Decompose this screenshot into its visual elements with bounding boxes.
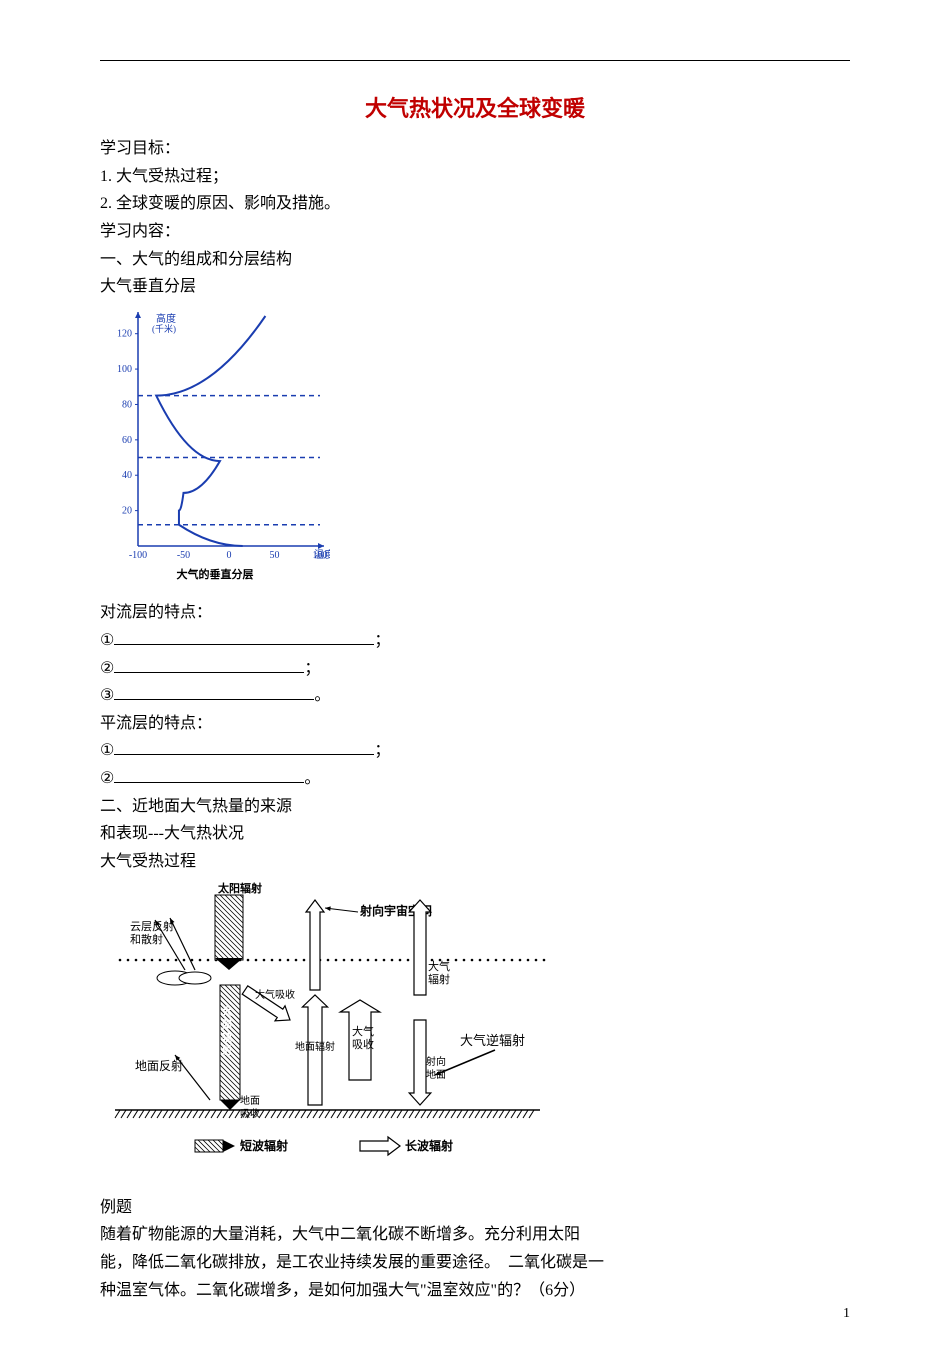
svg-text:100: 100 xyxy=(117,364,132,375)
section-2a: 二、近地面大气热量的来源 xyxy=(100,794,850,820)
svg-text:50: 50 xyxy=(270,550,280,561)
svg-text:120: 120 xyxy=(117,328,132,339)
svg-text:60: 60 xyxy=(122,435,132,446)
svg-text:吸收: 吸收 xyxy=(352,1037,374,1051)
svg-text:80: 80 xyxy=(122,399,132,410)
tropo-blank-3: ③。 xyxy=(100,683,850,709)
svg-text:短波辐射: 短波辐射 xyxy=(240,1138,288,1153)
top-rule xyxy=(100,60,850,61)
example-p3: 种温室气体。二氧化碳增多，是如何加强大气"温室效应"的？（6分） xyxy=(100,1278,850,1304)
svg-text:吸收: 吸收 xyxy=(240,1107,260,1120)
svg-text:大气的垂直分层: 大气的垂直分层 xyxy=(177,567,254,581)
svg-text:大气: 大气 xyxy=(352,1024,374,1038)
page-number: 1 xyxy=(843,1303,850,1325)
svg-text:辐射: 辐射 xyxy=(428,972,450,986)
tropo-blank-1: ①； xyxy=(100,628,850,654)
svg-text:-50: -50 xyxy=(177,550,190,561)
svg-text:地面反射: 地面反射 xyxy=(135,1058,183,1073)
svg-text:射: 射 xyxy=(221,1044,232,1057)
example-p1: 随着矿物能源的大量消耗，大气中二氧化碳不断增多。充分利用太阳 xyxy=(100,1222,850,1248)
svg-text:云层反射: 云层反射 xyxy=(130,919,174,933)
example-p2: 能，降低二氧化碳排放，是工农业持续发展的重要途径。 二氧化碳是一 xyxy=(100,1250,850,1276)
goals-label: 学习目标： xyxy=(100,136,850,162)
period-1: 。 xyxy=(314,687,330,704)
troposphere-label: 对流层的特点： xyxy=(100,600,850,626)
svg-text:辐: 辐 xyxy=(222,1031,232,1044)
strato-blank-1: ①； xyxy=(100,738,850,764)
svg-text:太: 太 xyxy=(221,1005,233,1018)
circled-3: ③ xyxy=(100,687,114,704)
tropo-blank-2: ②； xyxy=(100,656,850,682)
semicolon-1: ； xyxy=(374,632,390,649)
svg-text:(千米): (千米) xyxy=(152,323,176,334)
atmosphere-layer-chart: 20406080100120-100-50050100高度(千米)温度(℃)大气… xyxy=(100,306,850,595)
section-1-heading: 一、大气的组成和分层结构 xyxy=(100,247,850,273)
period-2: 。 xyxy=(304,770,320,787)
svg-text:大气吸收: 大气吸收 xyxy=(255,988,295,1001)
svg-text:地面: 地面 xyxy=(240,1094,260,1107)
circled-1: ① xyxy=(100,632,114,649)
svg-text:-100: -100 xyxy=(129,550,147,561)
example-label: 例题 xyxy=(100,1195,850,1221)
svg-text:大气逆辐射: 大气逆辐射 xyxy=(460,1033,525,1048)
svg-text:太阳辐射: 太阳辐射 xyxy=(217,881,262,895)
circled-2b: ② xyxy=(100,770,114,787)
svg-text:地面辐射: 地面辐射 xyxy=(295,1040,335,1053)
svg-text:阳: 阳 xyxy=(222,1019,232,1031)
svg-text:射向: 射向 xyxy=(426,1055,446,1068)
svg-text:温度(℃): 温度(℃) xyxy=(314,548,330,561)
circled-2: ② xyxy=(100,660,114,677)
section-2b: 和表现---大气热状况 xyxy=(100,821,850,847)
svg-text:和散射: 和散射 xyxy=(130,932,163,946)
heating-process-diagram: 太阳辐射太阳辐射云层反射和散射大气吸收地面反射地面吸收地面辐射射向宇宙空间大气吸… xyxy=(100,880,850,1189)
goal-2: 2. 全球变暖的原因、影响及措施。 xyxy=(100,191,850,217)
semicolon-2: ； xyxy=(304,660,320,677)
circled-1b: ① xyxy=(100,742,114,759)
strato-blank-2: ②。 xyxy=(100,766,850,792)
stratosphere-label: 平流层的特点： xyxy=(100,711,850,737)
content-label: 学习内容： xyxy=(100,219,850,245)
page-title: 大气热状况及全球变暖 xyxy=(100,91,850,126)
svg-text:0: 0 xyxy=(227,550,232,561)
svg-text:40: 40 xyxy=(122,470,132,481)
figure-1-caption: 大气垂直分层 xyxy=(100,274,850,300)
figure-2-title: 大气受热过程 xyxy=(100,849,850,875)
goal-1: 1. 大气受热过程； xyxy=(100,164,850,190)
semicolon-3: ； xyxy=(374,742,390,759)
svg-text:长波辐射: 长波辐射 xyxy=(405,1138,453,1153)
svg-text:20: 20 xyxy=(122,505,132,516)
svg-text:大气: 大气 xyxy=(428,959,450,973)
